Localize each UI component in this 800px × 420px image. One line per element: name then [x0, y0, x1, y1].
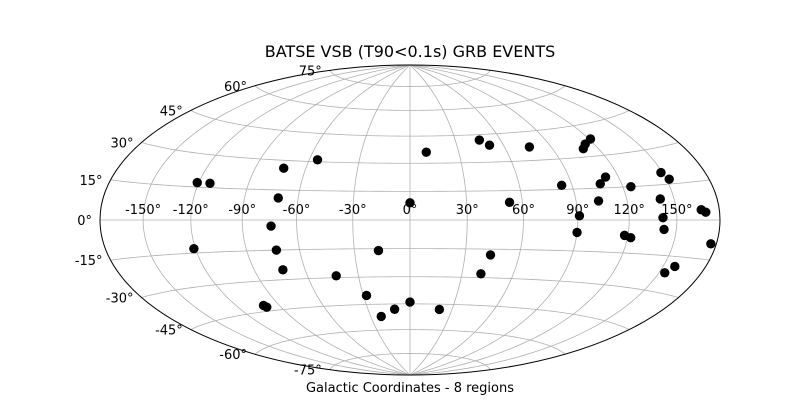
parallel-line: [190, 110, 630, 137]
grb-event-point: [626, 181, 636, 192]
latitude-tick-label: 0°: [77, 214, 92, 229]
longitude-tick-labels: -150° -120° -90° -60° -30° 0° 30° 60° 90° 120° 150…: [125, 203, 692, 218]
grb-event-point: [405, 297, 415, 307]
grb-event-point: [258, 300, 269, 311]
latitude-tick-label: -15°: [75, 254, 103, 269]
latitude-tick-labels: 75° 60° 45° 30° 15° 0° -15° -30° -45° -60° -75°: [75, 64, 322, 378]
grb-event-point: [556, 180, 567, 191]
grb-event-point: [279, 163, 289, 173]
grb-event-point: [504, 197, 515, 208]
grb-event-point: [670, 261, 680, 272]
parallel-line: [141, 142, 679, 164]
grb-event-point: [706, 239, 716, 249]
grb-event-point: [585, 134, 596, 144]
longitude-tick-label: -90°: [228, 203, 256, 218]
grb-event-point: [625, 233, 636, 243]
grb-event-point: [405, 198, 415, 208]
grb-event-point: [659, 224, 669, 235]
grb-event-point: [278, 265, 288, 275]
grb-event-point: [205, 178, 215, 189]
latitude-tick-label: 45°: [160, 104, 183, 119]
grb-event-point: [373, 245, 384, 256]
graticule-grid: [100, 64, 720, 376]
grb-event-point: [192, 177, 202, 188]
longitude-tick-label: 120°: [614, 203, 645, 218]
latitude-tick-label: 30°: [110, 137, 133, 152]
grb-event-point: [701, 207, 711, 217]
longitude-tick-label: 30°: [456, 203, 479, 218]
longitude-tick-label: -150°: [125, 203, 161, 218]
grb-event-point: [656, 167, 666, 178]
grb-event-point: [485, 250, 496, 260]
grb-event-point: [664, 174, 674, 184]
grb-event-point: [474, 135, 485, 145]
grb-event-point: [421, 147, 431, 157]
grb-event-point: [593, 196, 604, 206]
parallel-line: [110, 248, 710, 261]
grb-event-point: [595, 179, 605, 189]
grb-event-point: [312, 155, 323, 165]
latitude-tick-label: 75°: [299, 64, 322, 79]
grb-event-point: [389, 304, 400, 314]
grb-event-point: [572, 227, 582, 238]
longitude-tick-label: 150°: [661, 203, 692, 218]
grb-event-point: [600, 172, 611, 182]
grb-event-point: [361, 290, 372, 301]
projection-frame: [99, 64, 721, 376]
event-points: [189, 134, 716, 322]
latitude-tick-label: -30°: [106, 292, 134, 307]
grb-event-point: [524, 142, 535, 152]
parallel-line: [254, 85, 566, 111]
chart-title: BATSE VSB (T90<0.1s) GRB EVENTS: [265, 42, 556, 61]
grb-event-point: [476, 269, 486, 279]
grb-event-point: [331, 271, 341, 281]
grb-event-point: [660, 268, 670, 278]
parallel-line: [141, 276, 679, 298]
longitude-tick-label: -30°: [339, 203, 367, 218]
x-axis-label: Galactic Coordinates - 8 regions: [306, 381, 514, 396]
grb-event-point: [434, 304, 445, 315]
grb-event-point: [484, 140, 495, 150]
grb-event-point: [574, 211, 585, 221]
grb-event-point: [658, 212, 668, 223]
latitude-tick-label: -45°: [155, 324, 183, 339]
longitude-tick-label: 90°: [566, 203, 589, 218]
parallel-line: [329, 70, 491, 87]
grb-event-point: [376, 311, 386, 322]
latitude-tick-label: 60°: [224, 80, 247, 95]
parallel-line: [254, 329, 566, 355]
latitude-tick-label: -60°: [219, 348, 247, 363]
latitude-tick-label: -75°: [294, 364, 322, 379]
longitude-tick-label: -60°: [283, 203, 311, 218]
grb-event-point: [266, 221, 276, 231]
longitude-tick-label: -120°: [173, 203, 209, 218]
grb-event-point: [655, 194, 665, 204]
longitude-tick-label: 60°: [512, 203, 535, 218]
latitude-tick-label: 15°: [80, 174, 103, 189]
longitude-tick-label: 0°: [403, 203, 418, 218]
parallel-line: [329, 353, 491, 370]
grb-event-point: [273, 193, 283, 203]
grb-event-point: [189, 243, 199, 254]
grb-event-point: [271, 245, 282, 255]
